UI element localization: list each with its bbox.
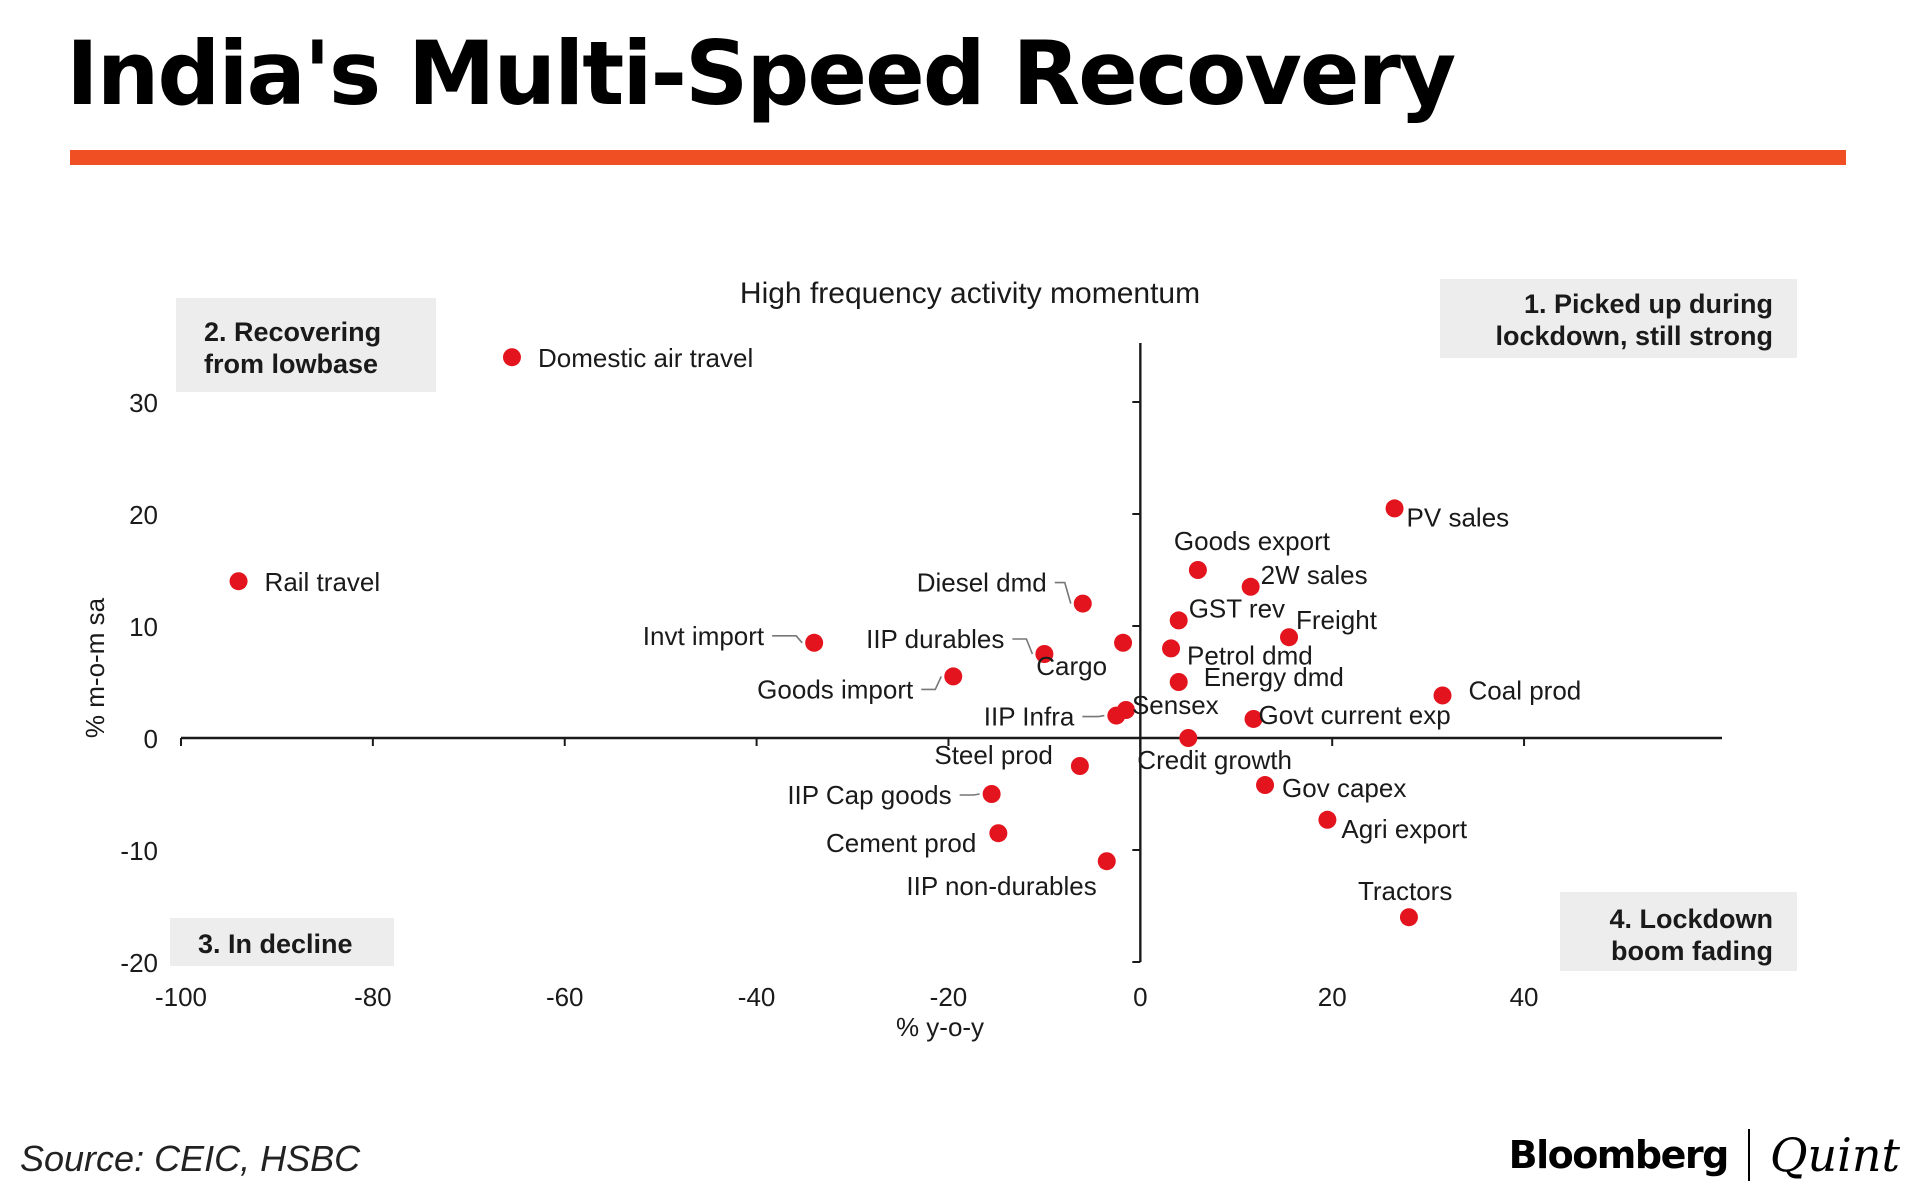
point-label-credit-growth: Credit growth	[1137, 745, 1292, 775]
leader-line-invt-import	[772, 634, 803, 644]
point-label-energy-dmd: Energy dmd	[1204, 662, 1344, 692]
point-domestic-air-travel	[502, 348, 521, 367]
x-axis-title: % y-o-y	[896, 1012, 984, 1042]
quadrant-label-bottom-left: 3. In decline	[198, 929, 353, 959]
point-cargo	[1114, 633, 1133, 652]
point-label-govt-current-exp: Govt current exp	[1259, 700, 1451, 730]
point-label-goods-export: Goods export	[1174, 526, 1331, 556]
point-label-steel-prod: Steel prod	[934, 740, 1053, 770]
headline: India's Multi-Speed Recovery	[66, 22, 1456, 125]
point-label-iip-cap-goods: IIP Cap goods	[787, 780, 951, 810]
source-note: Source: CEIC, HSBC	[20, 1138, 361, 1179]
point-goods-import	[944, 667, 963, 686]
y-tick-label: 20	[129, 500, 158, 530]
point-label-iip-non-durables: IIP non-durables	[906, 871, 1096, 901]
point-credit-growth	[1179, 729, 1198, 747]
quadrant-box-top-right	[1440, 279, 1797, 358]
point-agri-export	[1318, 810, 1337, 829]
point-label-cement-prod: Cement prod	[826, 828, 976, 858]
point-label-iip-infra: IIP Infra	[984, 702, 1075, 732]
point-goods-export	[1188, 561, 1207, 579]
point-iip-non-durables	[1097, 852, 1116, 871]
point-label-sensex: Sensex	[1132, 690, 1219, 720]
point-label-tractors: Tractors	[1358, 876, 1452, 906]
x-tick-label: -100	[155, 982, 207, 1012]
y-tick-label: 10	[129, 612, 158, 642]
point-steel-prod	[1070, 757, 1089, 775]
y-tick-label: 30	[129, 388, 158, 418]
brand-logo: Bloomberg Quint	[1509, 1128, 1900, 1182]
quadrant-box-top-left	[176, 298, 436, 392]
accent-rule	[70, 150, 1846, 165]
point-tractors	[1399, 908, 1418, 927]
quadrant-label-bottom-right: boom fading	[1611, 936, 1773, 966]
x-tick-label: -40	[738, 982, 776, 1012]
point-label-pv-sales: PV sales	[1407, 502, 1510, 532]
point-iip-durables	[1035, 645, 1054, 663]
x-tick-label: 40	[1510, 982, 1539, 1012]
brand-divider	[1747, 1129, 1750, 1181]
point-sensex	[1116, 701, 1135, 719]
leader-line-iip-durables	[1012, 638, 1034, 655]
point-label-gov-capex: Gov capex	[1282, 773, 1406, 803]
point-cement-prod	[989, 824, 1008, 843]
quadrant-label-top-right: 1. Picked up during	[1524, 289, 1773, 319]
point-label-invt-import: Invt import	[643, 621, 765, 651]
quadrant-label-top-right: lockdown, still strong	[1495, 321, 1773, 351]
point-petrol-dmd	[1162, 639, 1181, 658]
leader-line-diesel-dmd	[1054, 581, 1072, 604]
quadrant-label-top-left: from lowbase	[204, 349, 378, 379]
point-iip-cap-goods	[982, 785, 1001, 803]
point-label-freight: Freight	[1296, 605, 1378, 635]
point-gov-capex	[1256, 776, 1275, 795]
point-label-diesel-dmd: Diesel dmd	[917, 568, 1047, 598]
leader-line-iip-cap-goods	[959, 793, 980, 796]
y-tick-label: 0	[144, 724, 158, 754]
y-axis-title: % m-o-m sa	[80, 597, 110, 738]
x-tick-label: -20	[930, 982, 968, 1012]
point-invt-import	[805, 633, 824, 652]
point-label-coal-prod: Coal prod	[1469, 675, 1582, 705]
x-tick-label: 20	[1318, 982, 1347, 1012]
point-govt-current-exp	[1244, 709, 1263, 728]
x-tick-label: -80	[354, 982, 392, 1012]
point-label-cargo: Cargo	[1036, 651, 1107, 681]
y-tick-label: -10	[120, 836, 158, 866]
brand-primary: Bloomberg	[1508, 1133, 1730, 1177]
point-gst-rev	[1169, 611, 1188, 630]
point-label-iip-durables: IIP durables	[866, 624, 1004, 654]
x-tick-label: 0	[1133, 982, 1147, 1012]
point-label-petrol-dmd: Petrol dmd	[1187, 640, 1313, 670]
brand-secondary: Quint	[1769, 1128, 1900, 1182]
point-label-agri-export: Agri export	[1341, 814, 1467, 844]
leader-line-iip-infra	[1082, 714, 1105, 718]
point-label-rail-travel: Rail travel	[265, 567, 381, 597]
point-rail-travel	[229, 572, 248, 591]
point-2w-sales	[1241, 577, 1260, 596]
point-label-domestic-air-travel: Domestic air travel	[538, 343, 753, 373]
point-energy-dmd	[1169, 673, 1188, 691]
quadrant-box-bottom-right	[1560, 892, 1797, 971]
point-label-2w-sales: 2W sales	[1261, 560, 1368, 590]
point-label-goods-import: Goods import	[757, 674, 914, 704]
point-pv-sales	[1385, 499, 1404, 518]
quadrant-label-bottom-right: 4. Lockdown	[1609, 904, 1773, 934]
y-tick-label: -20	[120, 948, 158, 978]
quadrant-box-bottom-left	[170, 918, 394, 966]
point-coal-prod	[1433, 686, 1452, 705]
point-label-gst-rev: GST rev	[1189, 593, 1285, 623]
point-diesel-dmd	[1073, 594, 1092, 613]
quadrant-label-top-left: 2. Recovering	[204, 317, 381, 347]
chart-title: High frequency activity momentum	[740, 277, 1200, 310]
x-tick-label: -60	[546, 982, 584, 1012]
leader-line-goods-import	[921, 676, 942, 691]
point-freight	[1280, 628, 1299, 647]
